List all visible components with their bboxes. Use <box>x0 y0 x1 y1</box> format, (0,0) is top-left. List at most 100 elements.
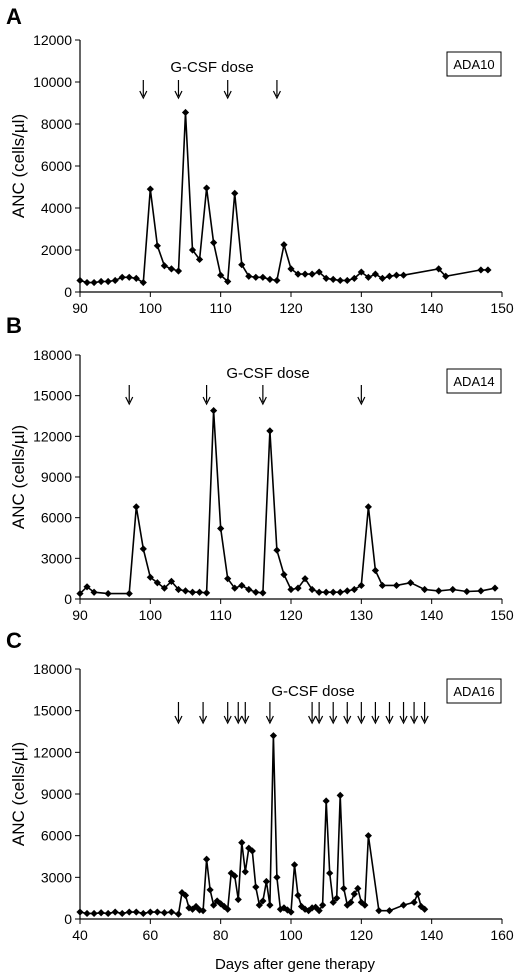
data-point <box>319 901 327 909</box>
data-point <box>97 909 105 917</box>
data-point <box>357 268 365 276</box>
data-point <box>90 278 98 287</box>
data-point <box>174 267 183 275</box>
data-point <box>350 890 358 898</box>
data-point <box>83 909 91 918</box>
data-point <box>336 791 344 799</box>
data-point <box>297 902 306 911</box>
data-point <box>414 890 422 898</box>
y-tick-label: 3000 <box>41 550 72 566</box>
x-tick-label: 80 <box>213 927 229 943</box>
data-point <box>104 909 112 918</box>
data-point <box>378 581 387 590</box>
data-point <box>167 908 176 916</box>
dose-arrow <box>357 385 366 406</box>
data-point <box>132 908 140 916</box>
data-point <box>224 277 232 286</box>
data-point <box>364 273 372 281</box>
data-point <box>287 585 295 594</box>
y-tick-label: 10000 <box>33 74 72 90</box>
patient-badge-box <box>446 678 502 704</box>
data-point <box>322 797 330 805</box>
data-point <box>294 584 302 592</box>
data-point <box>385 907 394 915</box>
data-point <box>76 276 84 285</box>
x-tick-label: 90 <box>72 300 88 316</box>
panel-c: C 0 3000 6000 9000 12000 15000 18000 40 60 80 100 12… <box>6 628 514 943</box>
data-point <box>104 589 112 598</box>
data-point <box>375 907 383 915</box>
data-point <box>343 276 351 285</box>
data-point <box>181 587 190 595</box>
y-tick-label: 6000 <box>41 828 72 844</box>
data-point <box>238 839 246 847</box>
y-tick-label: 12000 <box>33 32 72 48</box>
data-point <box>371 566 379 575</box>
dose-arrow <box>174 702 183 725</box>
data-point <box>378 274 387 282</box>
y-tick-label: 9000 <box>41 469 72 485</box>
data-point <box>269 732 278 740</box>
data-point <box>125 908 133 916</box>
data-point <box>315 907 323 915</box>
data-point <box>301 905 309 913</box>
panel-label: C <box>6 628 22 653</box>
y-axis-label: ANC (cells/µl) <box>9 425 28 529</box>
anc-series-line <box>79 735 426 916</box>
data-point <box>266 275 274 283</box>
x-tick-label: 130 <box>350 607 374 623</box>
data-point <box>181 108 190 117</box>
data-point <box>364 832 372 840</box>
data-point <box>326 869 334 877</box>
dose-arrow <box>202 385 211 406</box>
data-point <box>146 908 154 916</box>
data-point <box>203 589 211 597</box>
data-point <box>167 265 176 273</box>
data-point <box>206 886 214 894</box>
dose-arrow <box>125 385 134 406</box>
data-point <box>435 265 443 273</box>
data-point <box>76 908 84 916</box>
data-point <box>308 585 316 594</box>
data-point <box>371 270 379 278</box>
data-point <box>241 868 249 876</box>
data-point <box>245 272 253 280</box>
anc-series-line <box>79 410 496 595</box>
data-point <box>301 270 309 278</box>
data-point <box>273 276 281 285</box>
data-point <box>203 855 211 863</box>
data-point <box>188 588 197 596</box>
y-axis-label: ANC (cells/µl) <box>9 114 28 218</box>
data-point <box>421 905 429 913</box>
data-point <box>347 898 355 906</box>
data-point <box>491 584 499 592</box>
dose-arrow <box>371 702 380 725</box>
dose-arrow <box>410 702 419 725</box>
data-point <box>259 897 267 905</box>
dose-arrow <box>399 702 408 725</box>
data-point <box>354 884 362 893</box>
data-point <box>153 242 161 250</box>
data-point <box>322 588 330 596</box>
y-tick-label: 0 <box>64 591 72 607</box>
data-point <box>301 575 309 583</box>
data-point <box>238 581 246 590</box>
y-tick-label: 9000 <box>41 786 72 802</box>
data-point <box>259 273 267 281</box>
dose-arrow <box>315 702 324 725</box>
data-point <box>385 272 394 280</box>
data-point <box>463 587 471 596</box>
data-point <box>350 585 358 594</box>
y-tick-label: 18000 <box>33 661 72 677</box>
data-point <box>410 898 418 906</box>
data-point <box>195 588 204 596</box>
data-point <box>76 589 84 598</box>
gcsf-dose-annotation: G-CSF dose <box>170 59 253 76</box>
dose-arrow <box>308 702 317 725</box>
data-point <box>357 898 365 906</box>
data-point <box>340 884 348 893</box>
data-point <box>273 873 281 881</box>
y-tick-label: 4000 <box>41 200 72 216</box>
x-tick-label: 100 <box>139 607 163 623</box>
y-tick-label: 15000 <box>33 388 72 404</box>
